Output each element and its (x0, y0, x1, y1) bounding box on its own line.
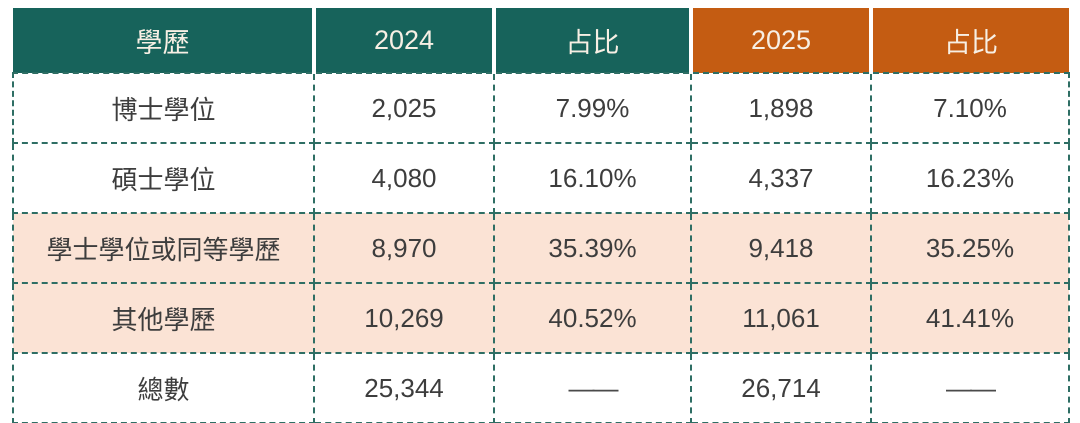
value-cell: 2,025 (313, 72, 495, 144)
header-cell-education-level: 學歷 (13, 8, 314, 73)
table-row-total: 總數 25,344 —— 26,714 —— (12, 352, 1070, 423)
value-cell: 7.99% (493, 72, 692, 144)
header-cell-share-2024: 占比 (492, 8, 691, 73)
value-cell: 10,269 (313, 282, 495, 354)
table-row-other: 其他學歷 10,269 40.52% 11,061 41.41% (12, 282, 1070, 354)
value-cell: 11,061 (690, 282, 872, 354)
value-cell: 9,418 (690, 212, 872, 284)
value-cell: 35.25% (870, 212, 1070, 284)
value-cell: 26,714 (690, 352, 872, 423)
value-cell: 41.41% (870, 282, 1070, 354)
table-row-doctorate: 博士學位 2,025 7.99% 1,898 7.10% (12, 72, 1070, 144)
value-cell: 7.10% (870, 72, 1070, 144)
row-label: 學士學位或同等學歷 (12, 212, 315, 284)
education-stats-table: 學歷 2024 占比 2025 占比 博士學位 2,025 7.99% 1,89… (12, 8, 1070, 423)
row-label: 總數 (12, 352, 315, 423)
header-cell-share-2025: 占比 (869, 8, 1069, 73)
value-cell: 16.10% (493, 142, 692, 214)
header-row: 學歷 2024 占比 2025 占比 (13, 8, 1069, 73)
row-label: 其他學歷 (12, 282, 315, 354)
table-row-masters: 碩士學位 4,080 16.10% 4,337 16.23% (12, 142, 1070, 214)
value-cell: 1,898 (690, 72, 872, 144)
value-cell: 40.52% (493, 282, 692, 354)
value-cell: 4,080 (313, 142, 495, 214)
row-label: 博士學位 (12, 72, 315, 144)
header-cell-2025: 2025 (689, 8, 871, 73)
value-cell: 25,344 (313, 352, 495, 423)
value-cell: —— (493, 352, 692, 423)
value-cell: 16.23% (870, 142, 1070, 214)
header-cell-2024: 2024 (312, 8, 494, 73)
row-label: 碩士學位 (12, 142, 315, 214)
value-cell: 4,337 (690, 142, 872, 214)
table-row-bachelors: 學士學位或同等學歷 8,970 35.39% 9,418 35.25% (12, 212, 1070, 284)
value-cell: —— (870, 352, 1070, 423)
value-cell: 35.39% (493, 212, 692, 284)
value-cell: 8,970 (313, 212, 495, 284)
